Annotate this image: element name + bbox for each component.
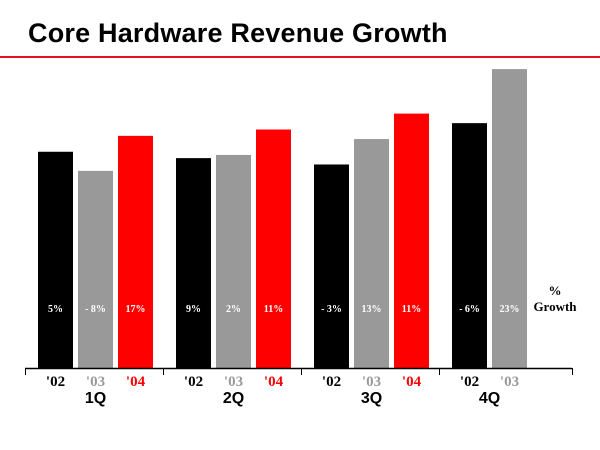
bar-4Q-0 [452,123,487,368]
bar-growth-label: 5% [48,304,63,315]
bar-growth-label: 11% [264,304,283,315]
growth-note-word: Growth [533,299,577,314]
year-tick-label: '02 [322,374,341,390]
bar-growth-label: 2% [226,304,241,315]
bar-1Q-1 [78,170,113,368]
year-tick-label: '04 [264,374,284,390]
title-divider [0,56,600,58]
axis-layer [25,367,573,375]
year-tick-label: '02 [460,374,479,390]
bar-growth-label: - 6% [459,304,480,315]
year-tick-label: '03 [224,374,243,390]
bar-growth-label: 11% [402,304,421,315]
bar-3Q-1 [354,139,389,368]
bar-2Q-0 [176,158,211,368]
year-tick-label: '02 [184,374,203,390]
quarter-label: 3Q [361,390,382,407]
year-tick-label: '03 [362,374,381,390]
bar-growth-label: - 3% [321,304,342,315]
growth-note-symbol: % [548,283,562,298]
bar-3Q-0 [314,164,349,368]
bars-layer [38,69,527,368]
year-tick-label: '02 [46,374,65,390]
year-tick-label: '04 [402,374,422,390]
bar-growth-label: 23% [500,304,520,315]
year-tick-label: '04 [126,374,146,390]
page-title: Core Hardware Revenue Growth [28,18,448,48]
bar-growth-label: 17% [126,304,146,315]
year-tick-label: '03 [86,374,105,390]
bar-growth-label: 9% [186,304,201,315]
bar-4Q-1 [492,69,527,368]
bar-3Q-2 [394,113,429,368]
growth-legend-note: % Growth [525,283,585,315]
bar-2Q-1 [216,154,251,368]
quarter-label: 1Q [85,390,106,407]
labels-layer: 5% '02 - 8% '03 17% '04 1Q 9% '02 2% '03 11% '04 2Q - … [46,304,520,407]
bar-growth-label: - 8% [85,304,106,315]
bar-2Q-2 [256,129,291,368]
bar-1Q-0 [38,151,73,368]
year-tick-label: '03 [500,374,519,390]
bar-growth-label: 13% [362,304,382,315]
quarter-label: 2Q [223,390,244,407]
bar-1Q-2 [118,135,153,368]
quarter-label: 4Q [479,390,500,407]
